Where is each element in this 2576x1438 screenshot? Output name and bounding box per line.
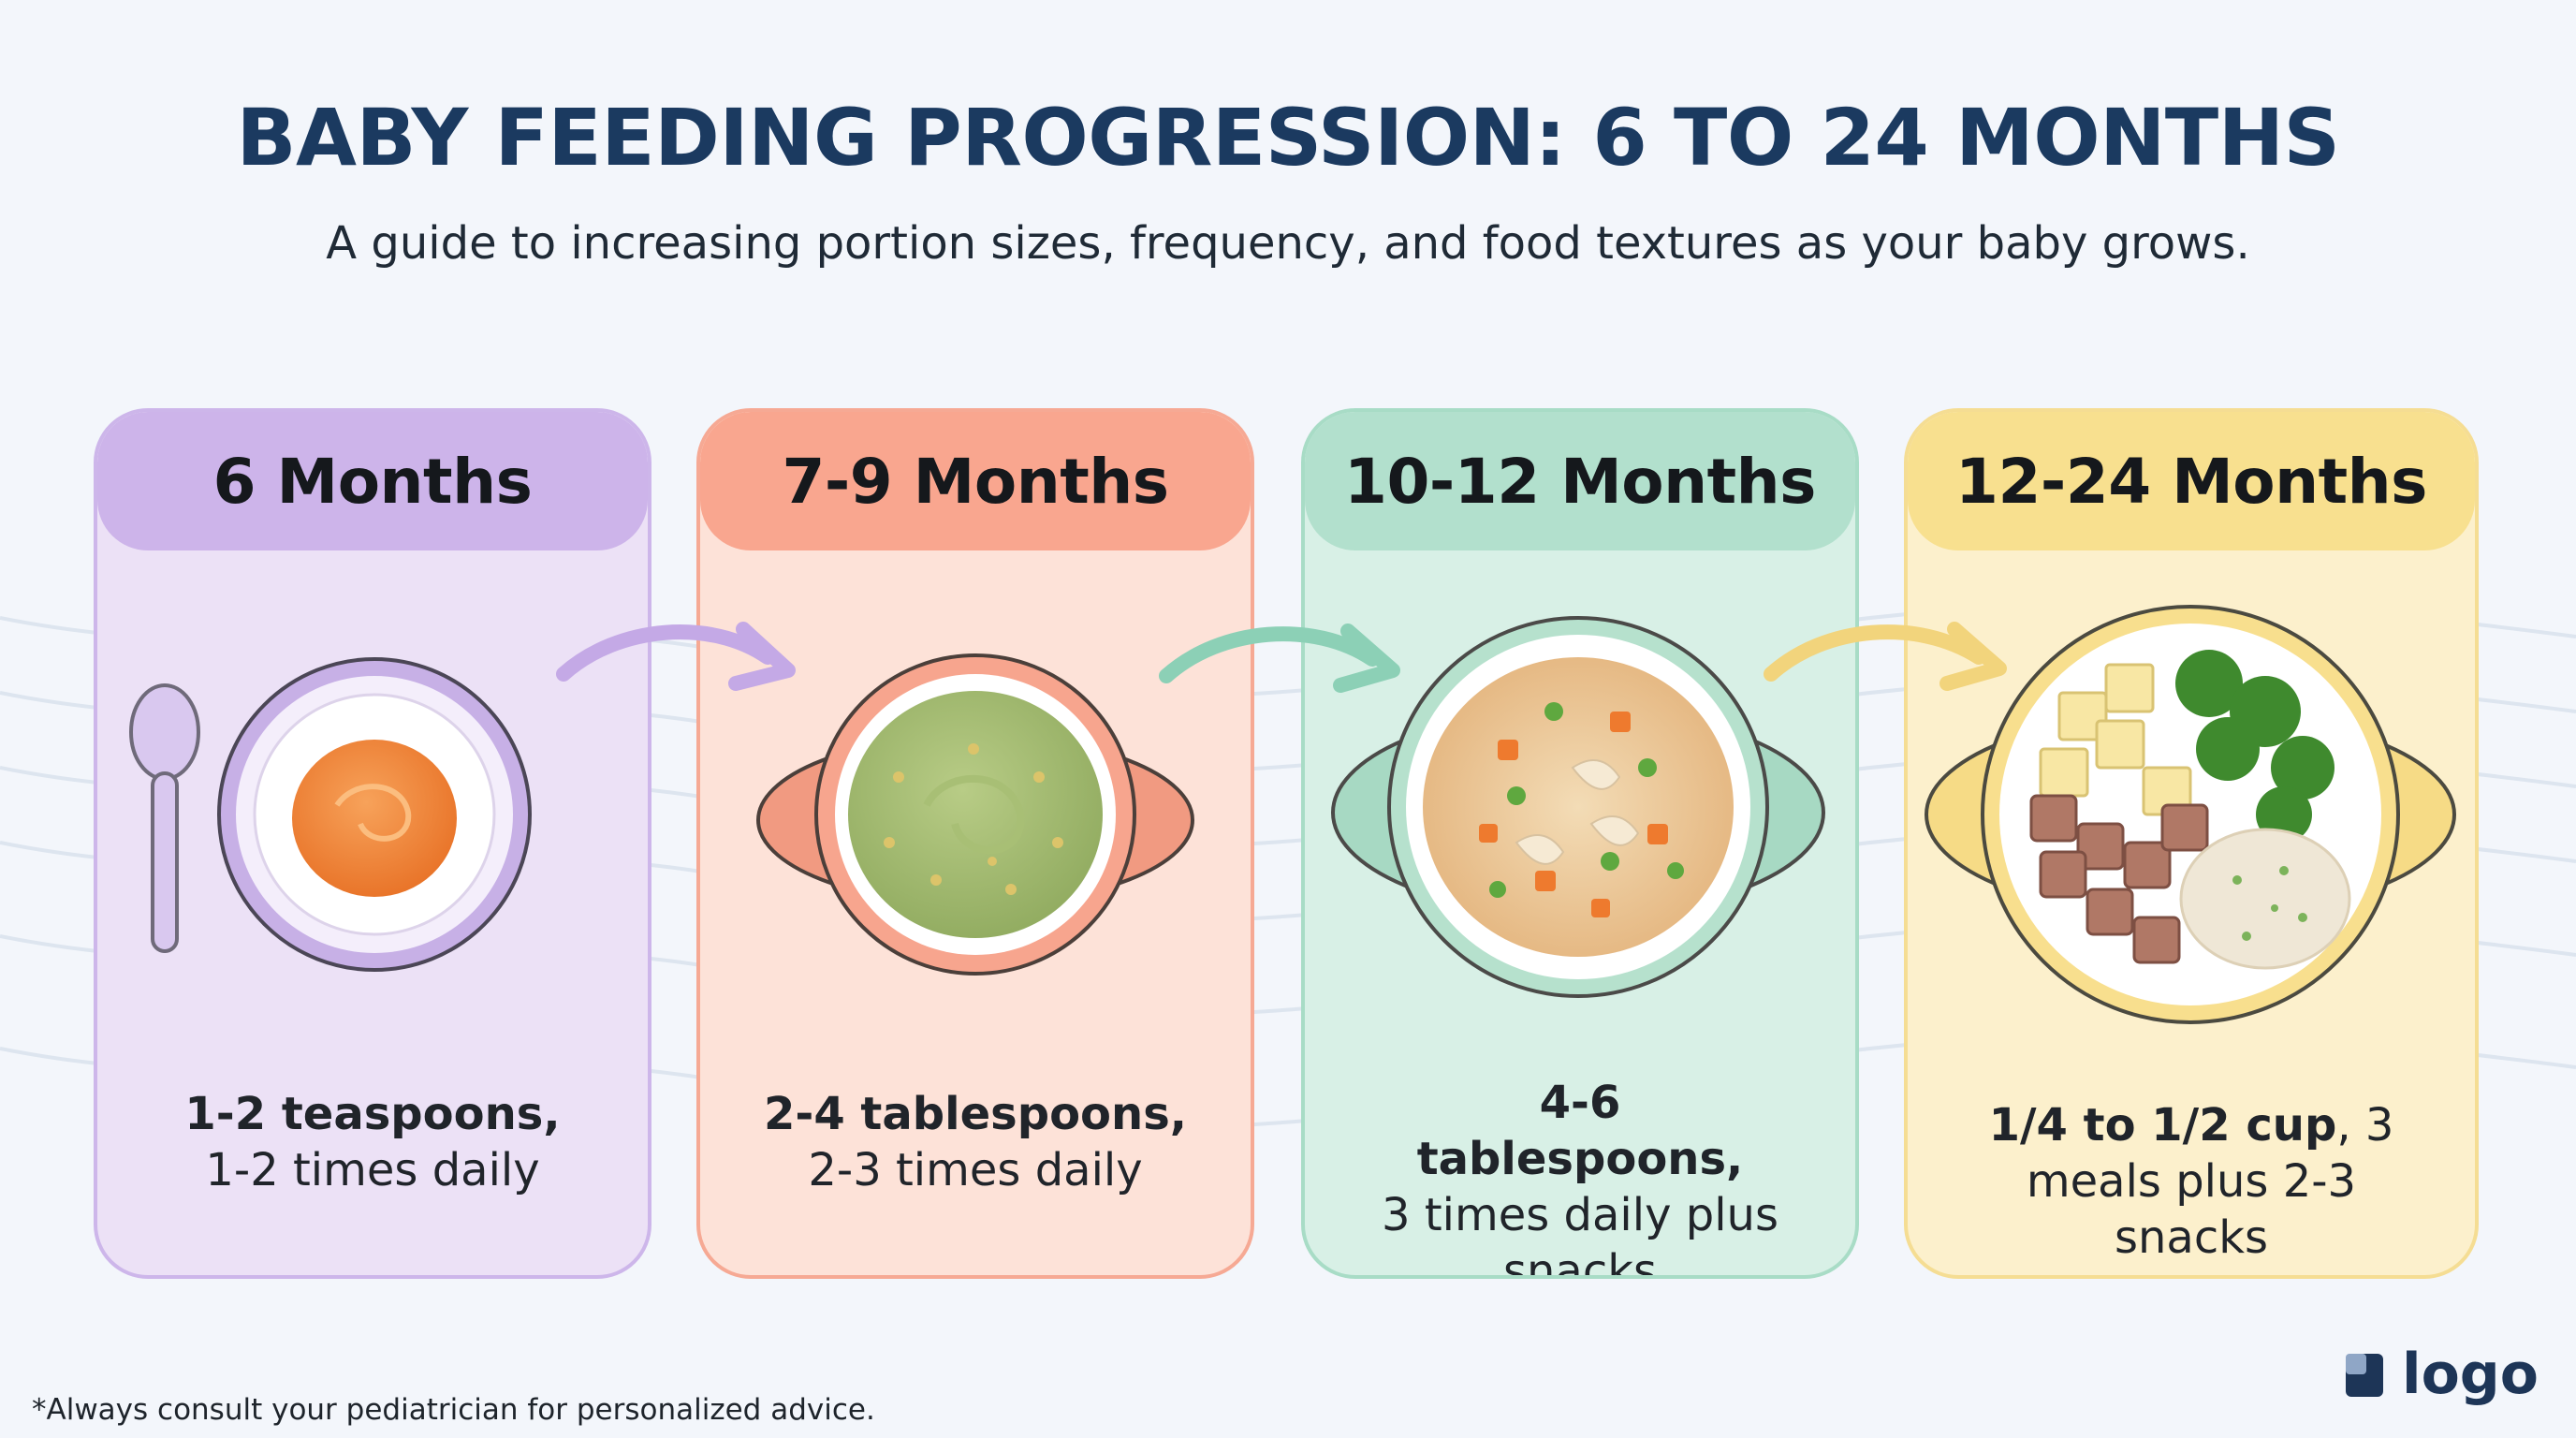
stage-card-12-24-months: 12-24 Months 1/4 to 1/2 cup, 3 meals plu… (1904, 408, 2479, 1279)
portion-frequency: 1-2 times daily (205, 1144, 540, 1196)
stage-portion: 2-4 tablespoons, 2-3 times daily (719, 1086, 1232, 1198)
stage-label: 12-24 Months (1908, 412, 2475, 550)
portion-amount: 1-2 teaspoons, (184, 1088, 561, 1140)
stage-card-7-9-months: 7-9 Months 2-4 tablespoons, 2-3 times da… (696, 408, 1254, 1279)
stage-portion: 1-2 teaspoons, 1-2 times daily (116, 1086, 629, 1198)
stage-portion: 4-6 tablespoons, 3 times daily plus snac… (1370, 1075, 1790, 1279)
stage-label: 10-12 Months (1305, 412, 1855, 550)
stage-portion: 1/4 to 1/2 cup, 3 meals plus 2-3 snacks (1945, 1097, 2437, 1266)
portion-frequency: 3 times daily plus snacks (1382, 1189, 1778, 1279)
stage-label: 7-9 Months (700, 412, 1251, 550)
portion-frequency: , 3 meals plus 2-3 snacks (2026, 1099, 2394, 1264)
portion-amount: 4-6 tablespoons, (1416, 1077, 1744, 1185)
stage-card-6-months: 6 Months 1-2 teaspoons, 1-2 times daily (94, 408, 651, 1279)
portion-frequency: 2-3 times daily (808, 1144, 1143, 1196)
portion-amount: 1/4 to 1/2 cup (1988, 1099, 2337, 1152)
page-title: BABY FEEDING PROGRESSION: 6 TO 24 MONTHS (236, 92, 2340, 183)
portion-amount: 2-4 tablespoons, (764, 1088, 1187, 1140)
stage-card-10-12-months: 10-12 Months 4-6 tablespoons, 3 times da… (1301, 408, 1859, 1279)
logo-text: logo (2402, 1342, 2539, 1407)
stage-label: 6 Months (97, 412, 648, 550)
page-subtitle: A guide to increasing portion sizes, fre… (326, 217, 2250, 270)
brand-logo[interactable]: logo (2344, 1342, 2539, 1407)
disclaimer-note: *Always consult your pediatrician for pe… (32, 1393, 875, 1427)
